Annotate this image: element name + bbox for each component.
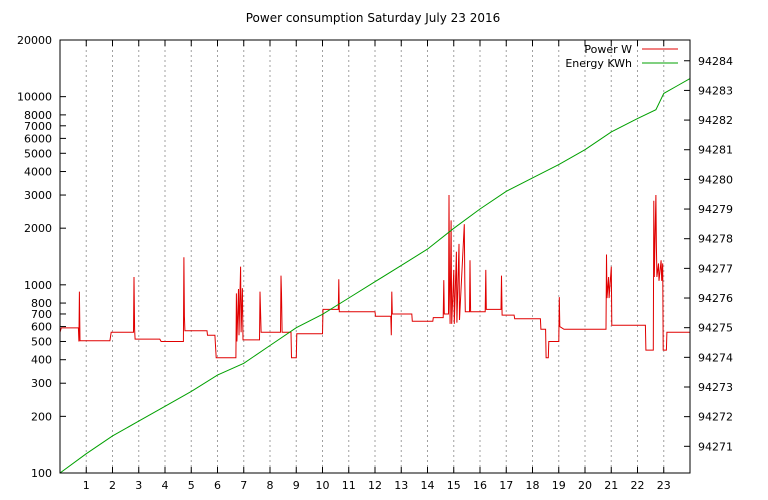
y-left-tick-label: 20000 xyxy=(17,34,52,47)
y-left-tick-label: 10000 xyxy=(17,91,52,104)
x-tick-label: 14 xyxy=(421,479,435,492)
y-left-tick-label: 2000 xyxy=(24,222,52,235)
x-tick-label: 8 xyxy=(267,479,274,492)
x-tick-label: 9 xyxy=(293,479,300,492)
y-left-tick-label: 5000 xyxy=(24,147,52,160)
x-tick-label: 15 xyxy=(447,479,461,492)
y-right-tick-label: 94284 xyxy=(698,55,733,68)
x-tick-label: 1 xyxy=(83,479,90,492)
y-right-tick-label: 94280 xyxy=(698,173,733,186)
legend-label-power: Power W xyxy=(584,43,632,56)
y-left-tick-label: 400 xyxy=(31,354,52,367)
axes: 1 2 3 4 5 6 7 8 9 10 11 12 13 14 15 16 17 18 19 20 21 22 23100… xyxy=(17,34,733,492)
y-left-tick-label: 1000 xyxy=(24,279,52,292)
grid xyxy=(85,40,665,473)
y-left-tick-label: 300 xyxy=(31,377,52,390)
legend-label-energy: Energy KWh xyxy=(565,57,632,70)
y-left-tick-label: 3000 xyxy=(24,189,52,202)
series-lines xyxy=(59,78,691,474)
y-left-tick-label: 500 xyxy=(31,335,52,348)
x-tick-label: 4 xyxy=(162,479,169,492)
x-tick-label: 18 xyxy=(526,479,540,492)
y-right-tick-label: 94271 xyxy=(698,440,733,453)
x-tick-label: 10 xyxy=(316,479,330,492)
legend: Power W Energy KWh xyxy=(565,43,678,70)
y-left-tick-label: 200 xyxy=(31,410,52,423)
x-tick-label: 22 xyxy=(631,479,645,492)
x-tick-label: 12 xyxy=(368,479,382,492)
series-line-power xyxy=(59,194,690,359)
y-left-tick-label: 600 xyxy=(31,321,52,334)
chart-title: Power consumption Saturday July 23 2016 xyxy=(246,11,501,25)
y-right-tick-label: 94275 xyxy=(698,322,733,335)
x-tick-label: 17 xyxy=(499,479,513,492)
x-tick-label: 19 xyxy=(552,479,566,492)
y-left-tick-label: 700 xyxy=(31,308,52,321)
x-tick-label: 2 xyxy=(109,479,116,492)
x-tick-label: 23 xyxy=(657,479,671,492)
x-tick-label: 21 xyxy=(604,479,618,492)
y-right-tick-label: 94283 xyxy=(698,84,733,97)
y-left-tick-label: 100 xyxy=(31,467,52,480)
x-tick-label: 11 xyxy=(342,479,356,492)
y-left-tick-label: 4000 xyxy=(24,166,52,179)
y-right-tick-label: 94279 xyxy=(698,203,733,216)
x-tick-label: 3 xyxy=(135,479,142,492)
y-right-tick-label: 94272 xyxy=(698,411,733,424)
y-right-tick-label: 94282 xyxy=(698,114,733,127)
y-right-tick-label: 94276 xyxy=(698,292,733,305)
x-tick-label: 7 xyxy=(240,479,247,492)
y-left-tick-label: 7000 xyxy=(24,120,52,133)
y-left-tick-label: 6000 xyxy=(24,132,52,145)
y-right-tick-label: 94277 xyxy=(698,262,733,275)
y-left-tick-label: 800 xyxy=(31,297,52,310)
series-line-energy xyxy=(59,78,691,474)
x-tick-label: 13 xyxy=(394,479,408,492)
y-right-tick-label: 94274 xyxy=(698,351,733,364)
x-tick-label: 5 xyxy=(188,479,195,492)
x-tick-label: 20 xyxy=(578,479,592,492)
x-tick-label: 16 xyxy=(473,479,487,492)
x-tick-label: 6 xyxy=(214,479,221,492)
y-right-tick-label: 94281 xyxy=(698,144,733,157)
y-right-tick-label: 94278 xyxy=(698,233,733,246)
y-right-tick-label: 94273 xyxy=(698,381,733,394)
plot-frame xyxy=(59,39,691,474)
y-left-tick-label: 8000 xyxy=(24,109,52,122)
